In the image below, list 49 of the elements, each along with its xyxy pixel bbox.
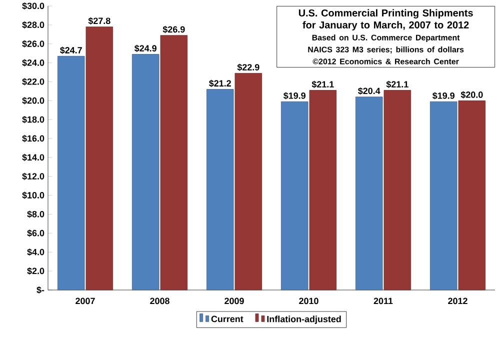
legend-label: Current	[211, 316, 244, 322]
data-label: $21.1	[386, 80, 408, 88]
data-label: $19.9	[284, 92, 306, 100]
y-tick-label: $14.0	[22, 154, 44, 162]
bar	[206, 89, 234, 290]
bar	[458, 100, 486, 290]
y-tick-label: $6.0	[27, 230, 44, 237]
bar	[384, 90, 412, 290]
y-tick-label: $10.0	[22, 192, 44, 199]
x-tick-label: 2010	[299, 298, 318, 304]
bar	[57, 56, 85, 290]
data-label: $22.9	[237, 64, 260, 72]
bar	[280, 101, 308, 290]
bar	[430, 101, 458, 290]
data-label: $24.9	[134, 44, 156, 52]
y-tick-label: $26.0	[22, 40, 44, 48]
data-label: $20.4	[358, 87, 380, 95]
y-tick-label: $12.0	[22, 172, 44, 180]
data-label: $21.2	[209, 80, 231, 88]
bar	[234, 73, 262, 290]
data-label: $26.9	[162, 26, 185, 34]
y-tick-label: $22.0	[22, 78, 44, 86]
x-tick-label: 2007	[76, 298, 95, 304]
bar	[355, 96, 383, 290]
x-tick-label: 2012	[448, 298, 468, 304]
bar	[160, 35, 188, 290]
data-label: $27.8	[88, 17, 110, 25]
bar	[132, 54, 160, 290]
y-tick-label: $-	[36, 286, 44, 294]
y-tick-label: $2.0	[27, 267, 44, 275]
bar	[86, 26, 114, 290]
data-label: $20.0	[460, 91, 483, 98]
y-tick-label: $24.0	[22, 59, 44, 66]
y-tick-label: $4.0	[27, 248, 44, 256]
x-tick-label: 2009	[224, 298, 244, 304]
data-label: $19.9	[432, 92, 454, 100]
data-label: $24.7	[60, 46, 82, 54]
y-tick-label: $28.0	[22, 21, 44, 29]
legend-label: Inflation-adjusted	[267, 316, 341, 324]
y-tick-label: $18.0	[22, 116, 44, 124]
text: U.S. Commercial Printing Shipments for January to March, 2007 to 2012	[298, 9, 473, 30]
y-tick-label: $8.0	[27, 210, 44, 218]
y-tick-label: $20.0	[22, 97, 44, 104]
data-label: $21.1	[312, 80, 334, 88]
y-tick-label: $30.0	[22, 2, 44, 10]
x-tick-label: 2008	[150, 298, 170, 304]
bar	[309, 90, 337, 290]
x-tick-label: 2011	[374, 298, 393, 304]
y-tick-label: $16.0	[22, 134, 44, 142]
